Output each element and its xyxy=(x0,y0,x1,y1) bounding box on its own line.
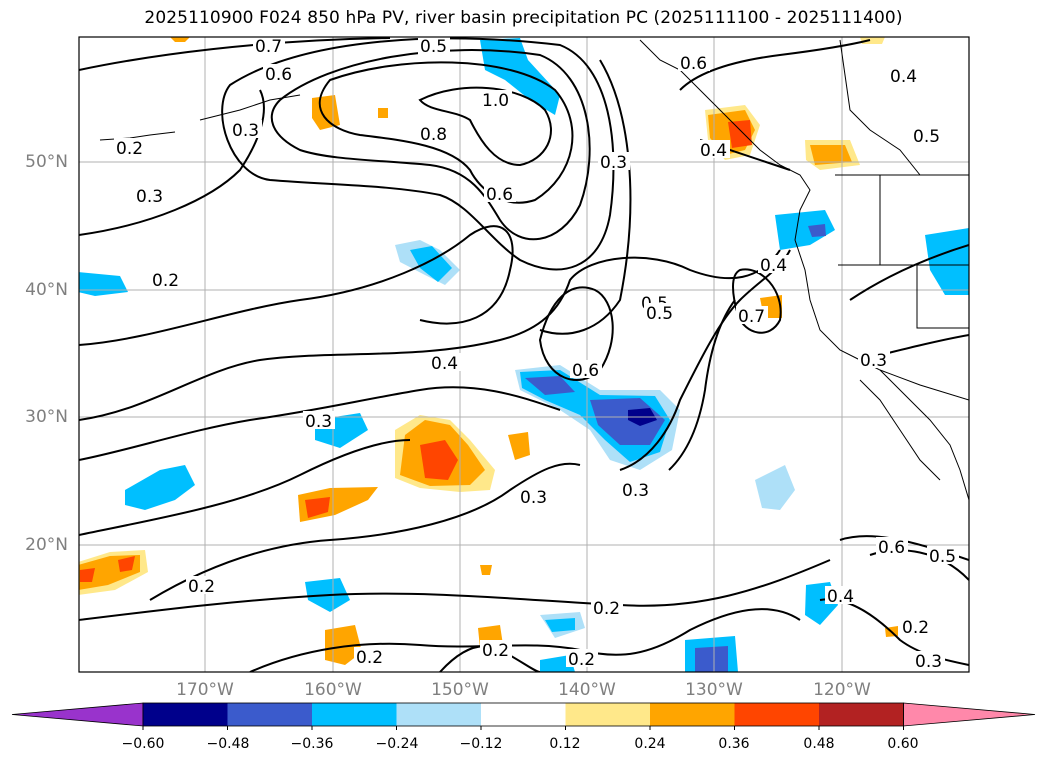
coastlines xyxy=(99,39,969,501)
colorbar-tick-label: 0.24 xyxy=(634,736,666,752)
colorbar-frame xyxy=(142,702,904,727)
chart-title: 2025110900 F024 850 hPa PV, river basin … xyxy=(144,8,903,28)
contour-label: 0.2 xyxy=(356,648,383,668)
contour-label: 0.3 xyxy=(622,481,649,501)
colorbar-segment xyxy=(227,703,313,726)
contour-label: 0.5 xyxy=(929,547,956,567)
pv-contour-labels: 0.7 0.5 0.6 1.0 0.8 0.3 0.2 0.3 0.2 0.6 … xyxy=(114,37,959,672)
lat-label-30n: 30°N xyxy=(25,407,68,427)
contour-label: 0.4 xyxy=(431,354,458,374)
contour-label: 0.7 xyxy=(255,37,282,57)
contour-label: 0.8 xyxy=(420,125,447,145)
colorbar-tick-label: 0.36 xyxy=(718,736,750,752)
contour-label: 0.3 xyxy=(305,412,332,432)
contour-label: 0.6 xyxy=(680,54,707,74)
colorbar-tick-label: 0.60 xyxy=(887,736,919,752)
contour-label: 0.5 xyxy=(646,304,673,324)
colorbar-tick-label: 0.48 xyxy=(803,736,835,752)
colorbar-tick-label: −0.60 xyxy=(121,736,165,752)
colorbar-segment xyxy=(734,703,820,726)
lon-label-120w: 120°W xyxy=(813,680,871,700)
lat-label-50n: 50°N xyxy=(25,152,68,172)
contour-label: 0.3 xyxy=(136,187,163,207)
contour-label: 0.5 xyxy=(913,127,940,147)
contour-label: 1.0 xyxy=(482,91,509,111)
contour-label: 0.2 xyxy=(482,641,509,661)
colorbar-segment xyxy=(312,703,397,726)
colorbar-segment xyxy=(650,703,735,726)
contour-label: 0.6 xyxy=(486,185,513,205)
contour-label: 0.3 xyxy=(915,652,942,672)
colorbar-segment xyxy=(143,703,228,726)
lon-label-150w: 150°W xyxy=(431,680,489,700)
colorbar-tick-label: −0.12 xyxy=(459,736,503,752)
lat-label-40n: 40°N xyxy=(25,280,68,300)
colorbar-tick-label: 0.12 xyxy=(549,736,581,752)
map-border xyxy=(78,36,970,673)
colorbar-extend-high xyxy=(903,702,1036,727)
colorbar-segment xyxy=(565,703,651,726)
contour-label: 0.4 xyxy=(760,256,787,276)
colorbar-segment xyxy=(481,703,566,726)
colorbar-segment xyxy=(819,703,904,726)
contour-label: 0.7 xyxy=(738,307,765,327)
colorbar xyxy=(11,702,1036,730)
contour-label: 0.4 xyxy=(827,587,854,607)
contour-label: 0.5 xyxy=(420,37,447,57)
pv-contours xyxy=(79,37,969,672)
colorbar-tick-label: −0.36 xyxy=(290,736,334,752)
contour-label: 0.3 xyxy=(232,121,259,141)
contour-label: 0.6 xyxy=(878,538,905,558)
contour-label: 0.3 xyxy=(860,351,887,371)
contour-label: 0.4 xyxy=(890,67,917,87)
lon-label-130w: 130°W xyxy=(685,680,743,700)
contour-label: 0.2 xyxy=(568,650,595,670)
lon-label-160w: 160°W xyxy=(304,680,362,700)
contour-label: 0.2 xyxy=(188,577,215,597)
lat-label-20n: 20°N xyxy=(25,535,68,555)
contour-label: 0.3 xyxy=(600,153,627,173)
contour-label: 0.2 xyxy=(116,139,143,159)
contour-label: 0.4 xyxy=(700,141,727,161)
contour-label: 0.2 xyxy=(593,599,620,619)
contour-label: 0.6 xyxy=(265,65,292,85)
lon-label-170w: 170°W xyxy=(176,680,234,700)
contour-label: 0.2 xyxy=(152,271,179,291)
colorbar-extend-low xyxy=(11,702,144,727)
contour-label: 0.2 xyxy=(902,618,929,638)
colorbar-tick-label: −0.24 xyxy=(375,736,419,752)
colorbar-tick-label: −0.48 xyxy=(206,736,250,752)
colorbar-segment xyxy=(396,703,482,726)
contour-label: 0.6 xyxy=(572,361,599,381)
contour-label: 0.3 xyxy=(520,488,547,508)
lon-label-140w: 140°W xyxy=(558,680,616,700)
precip-shading xyxy=(79,37,969,672)
